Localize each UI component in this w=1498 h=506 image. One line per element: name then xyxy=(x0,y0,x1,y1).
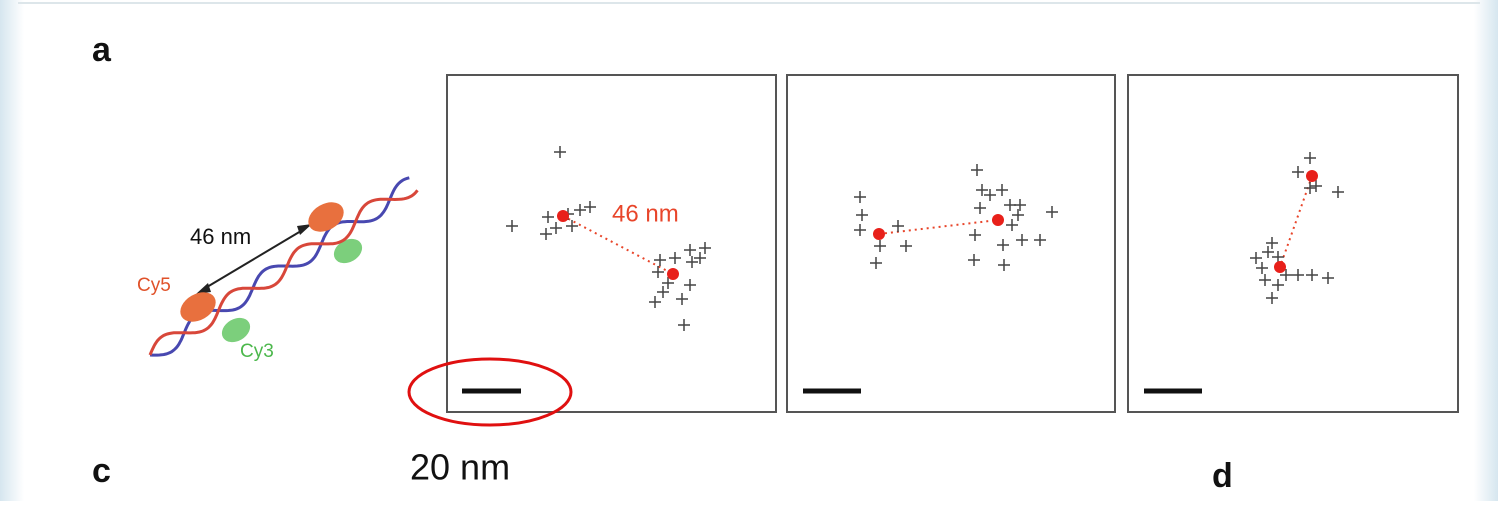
panel-label: a xyxy=(92,31,112,69)
center-dot xyxy=(1274,261,1286,273)
plot-frame xyxy=(447,75,776,412)
edge-shade xyxy=(1474,0,1498,501)
dna-strand xyxy=(150,178,409,355)
center-dot xyxy=(1306,170,1318,182)
panel-label: c xyxy=(92,452,111,490)
dna-strand xyxy=(150,190,418,355)
distance-label: 46 nm xyxy=(190,224,251,249)
center-dot xyxy=(873,228,885,240)
center-dot xyxy=(667,268,679,280)
dye-label: Cy5 xyxy=(137,275,171,296)
page: a c d 46 nm Cy5 Cy3 46 nm 20 nm (() => {… xyxy=(0,0,1498,501)
center-dot xyxy=(992,214,1004,226)
dna-diagram xyxy=(150,178,418,355)
edge-shade xyxy=(0,0,24,501)
dye-label: Cy3 xyxy=(240,341,274,362)
distance-label: 46 nm xyxy=(612,200,679,227)
cy3-dye xyxy=(330,234,367,268)
scale-bar-label: 20 nm xyxy=(410,447,510,488)
plot-frame xyxy=(1128,75,1458,412)
center-dot xyxy=(557,210,569,222)
panel-label: d xyxy=(1212,457,1233,495)
figure: a c d 46 nm Cy5 Cy3 46 nm 20 nm xyxy=(0,0,1498,501)
plot-frame xyxy=(787,75,1115,412)
